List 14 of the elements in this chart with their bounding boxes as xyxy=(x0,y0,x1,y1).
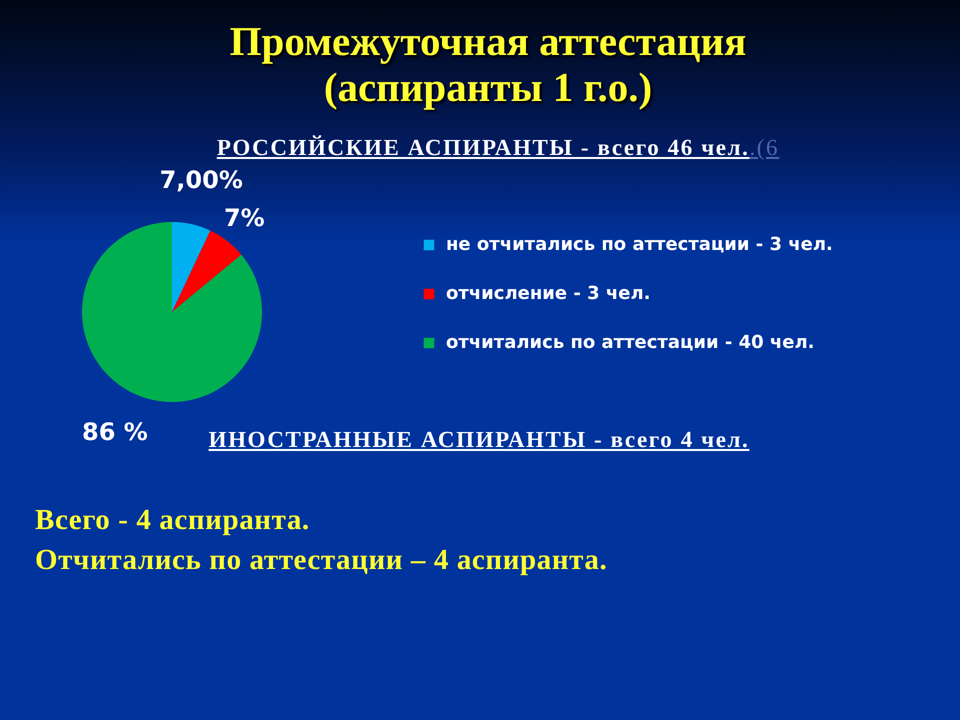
chart-title: Промежуточная аттестация (аспиранты 1 г.о.) xyxy=(228,18,748,110)
data-label: 86 % xyxy=(82,418,148,446)
legend-label: отчитались по аттестации - 40 чел. xyxy=(446,332,814,353)
data-label: 7% xyxy=(224,204,265,232)
legend-label: не отчитались по аттестации - 3 чел. xyxy=(446,234,833,255)
text: ИНОСТРАННЫЕ АСПИРАНТЫ - всего 4 чел. xyxy=(208,427,750,452)
data-label: 7,00% xyxy=(160,166,243,194)
text: Отчитались по аттестации – 4 аспиранта. xyxy=(35,543,608,578)
pie-slice xyxy=(172,230,242,312)
text: Всего - 4 аспиранта. xyxy=(35,503,311,538)
legend-label: отчисление - 3 чел. xyxy=(446,283,650,304)
text: .(6 xyxy=(749,135,780,160)
pie-slice xyxy=(172,222,210,312)
chart-subtitle: РОССИЙСКИЕ АСПИРАНТЫ - всего 46 чел. xyxy=(216,135,750,160)
